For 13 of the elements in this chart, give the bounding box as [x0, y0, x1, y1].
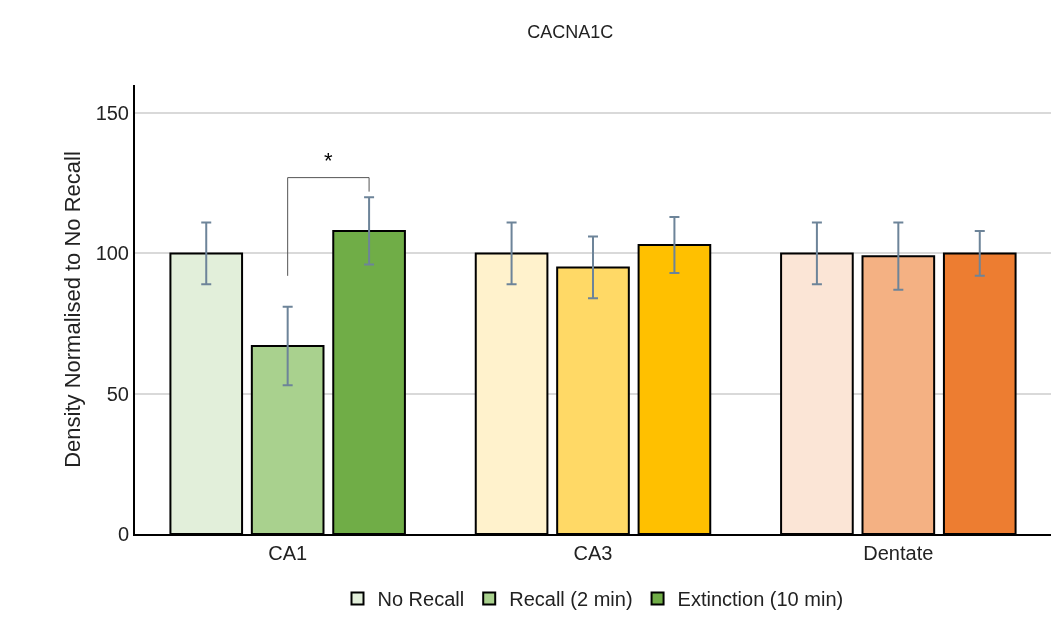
x-tick-label: Dentate: [863, 542, 934, 564]
annotation: *: [324, 148, 333, 173]
x-tick-label: CA1: [268, 542, 308, 564]
y-axis-title: Density Normalised to No Recall: [60, 151, 85, 468]
legend-label: No Recall: [377, 588, 465, 611]
legend-label: Extinction (10 min): [677, 588, 844, 611]
y-tick-label: 50: [106, 382, 129, 405]
legend-label: Recall (2 min): [509, 588, 633, 611]
x-tick-label: CA3: [573, 542, 613, 564]
y-tick-label: 100: [95, 242, 129, 265]
y-tick-label: 150: [95, 102, 129, 125]
chart-title: CACNA1C: [527, 22, 614, 43]
y-tick-label: 0: [117, 523, 129, 545]
